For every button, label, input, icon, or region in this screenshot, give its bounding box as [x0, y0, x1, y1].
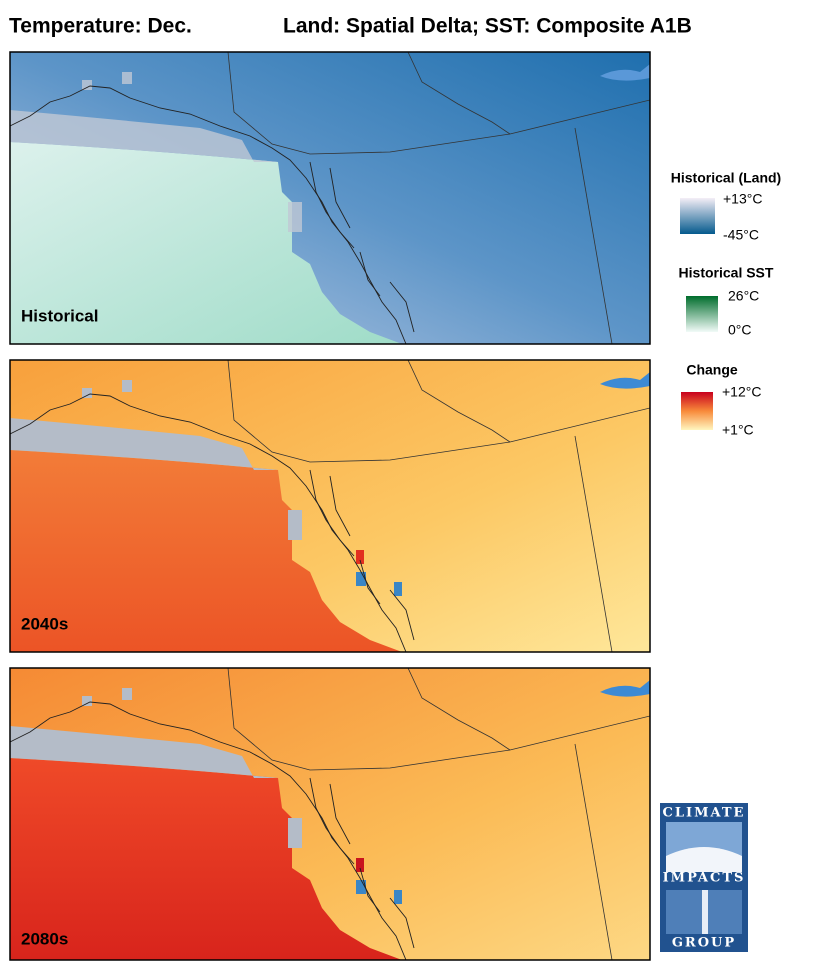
logo-text: GROUP — [672, 936, 736, 951]
cell — [356, 550, 364, 564]
title-left: Temperature: Dec. — [9, 15, 192, 38]
title-right: Land: Spatial Delta; SST: Composite A1B — [283, 15, 692, 38]
cell — [394, 582, 402, 596]
legend-title: Historical (Land) — [671, 170, 781, 186]
lake — [600, 680, 650, 697]
legend-bar — [681, 392, 713, 430]
map-panel: 2080s — [9, 667, 651, 961]
legend-title: Historical SST — [679, 265, 774, 281]
map-panel: 2040s — [9, 359, 651, 653]
logo-text: IMPACTS — [663, 871, 746, 886]
legend-max: 26°C — [728, 288, 759, 304]
logo-waterfall — [702, 890, 708, 934]
logo: CLIMATE IMPACTS GROUP — [660, 803, 748, 952]
legend-min: -45°C — [723, 227, 759, 243]
cell — [356, 572, 366, 586]
map-panel: Historical — [9, 51, 651, 345]
legend-min: 0°C — [728, 322, 752, 338]
cell — [356, 858, 364, 872]
cell — [356, 880, 366, 894]
legend-bar — [680, 198, 715, 234]
legend-max: +13°C — [723, 191, 762, 207]
logo-hills — [666, 847, 742, 872]
cell — [394, 890, 402, 904]
legend-max: +12°C — [722, 384, 761, 400]
panel-frame — [9, 359, 651, 653]
lake — [600, 64, 650, 81]
panel-label: 2040s — [21, 614, 68, 633]
legend-min: +1°C — [722, 422, 754, 438]
panel-label: 2080s — [21, 929, 68, 948]
logo-text: CLIMATE — [663, 806, 746, 821]
panel-frame — [9, 667, 651, 961]
panel-frame — [9, 51, 651, 345]
legend-bar — [686, 296, 718, 332]
legend: Historical (Land) +13°C -45°C Historical… — [671, 170, 781, 438]
legend-title: Change — [686, 362, 738, 378]
lake — [600, 372, 650, 389]
panel-label: Historical — [21, 306, 98, 325]
